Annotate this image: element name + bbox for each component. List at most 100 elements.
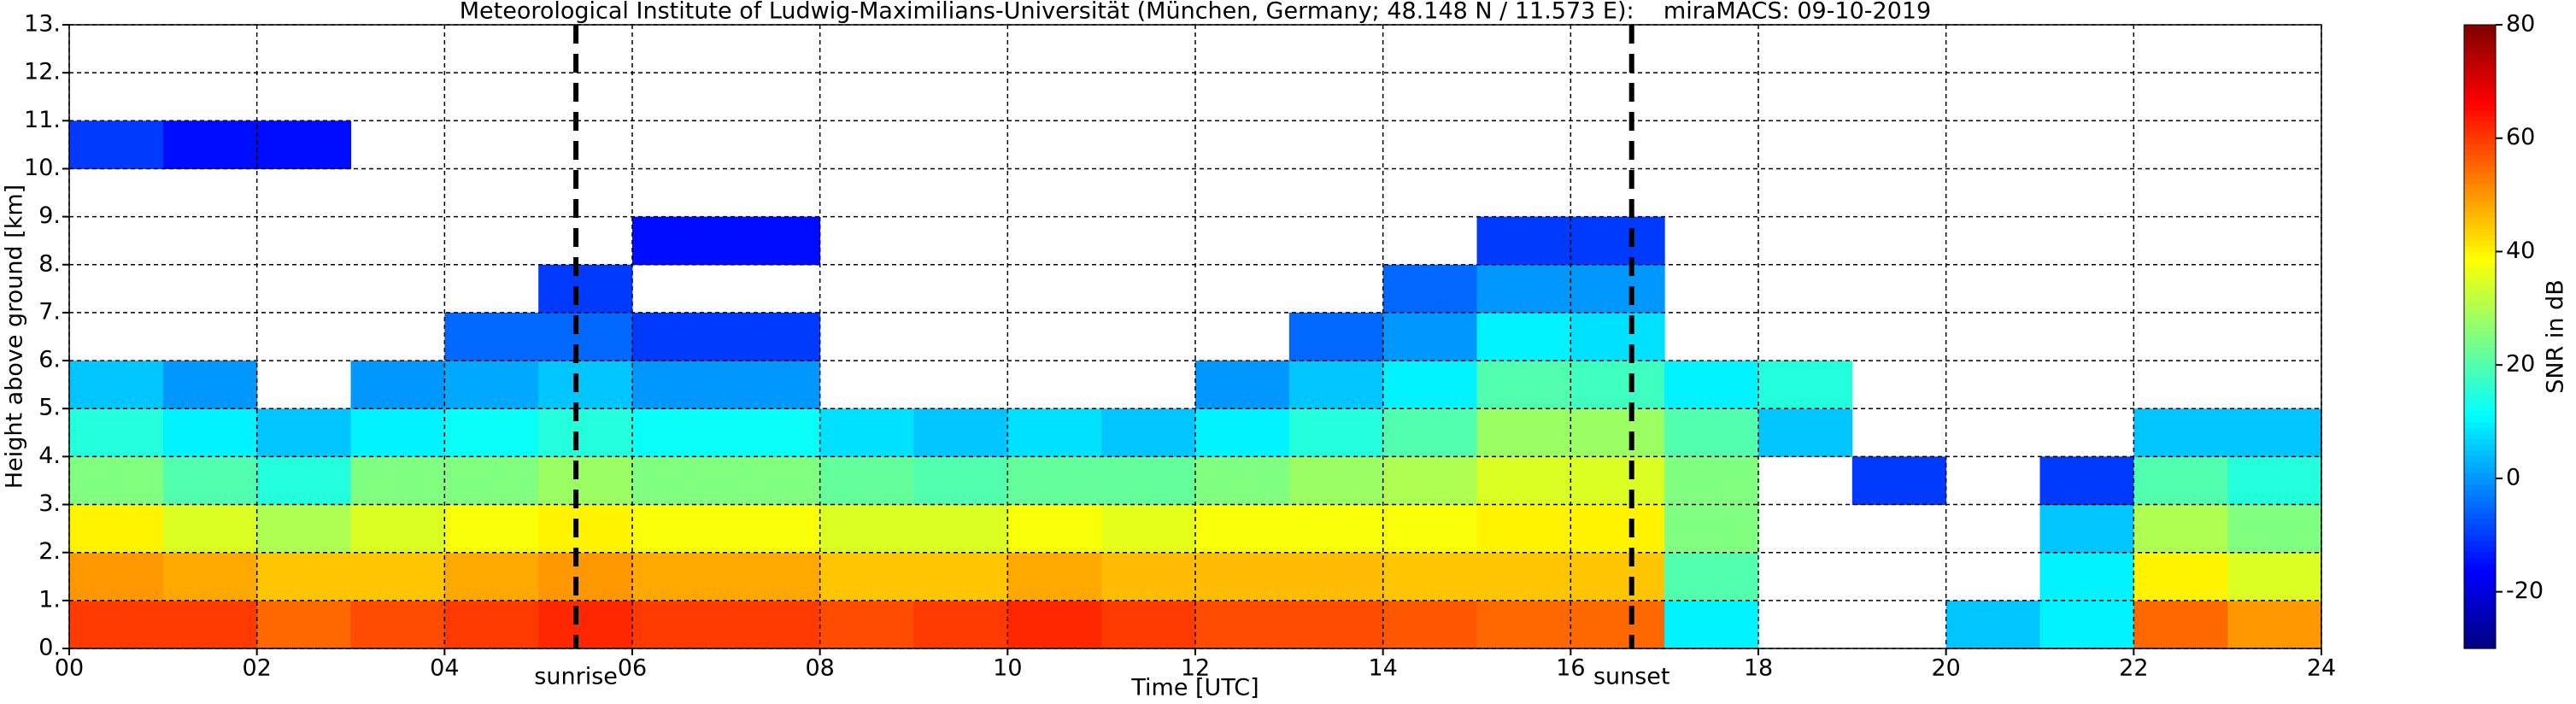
colorbar-segment — [2464, 308, 2496, 315]
snr-cell — [632, 456, 727, 506]
snr-cell — [1007, 552, 1102, 601]
plot-frame — [68, 24, 2322, 649]
snr-cell — [2039, 504, 2134, 554]
snr-cell — [444, 456, 539, 506]
colorbar-segment — [2464, 302, 2496, 309]
colorbar-segment — [2464, 353, 2496, 361]
colorbar-segment — [2464, 563, 2496, 570]
colorbar-segment — [2464, 529, 2496, 536]
colorbar-segment — [2464, 438, 2496, 445]
snr-cell — [69, 120, 164, 169]
snr-cell — [1476, 312, 1571, 361]
colorbar-segment — [2464, 404, 2496, 411]
snr-cell — [1476, 408, 1571, 457]
colorbar-frame — [2463, 24, 2497, 649]
colorbar-segment — [2464, 637, 2496, 643]
x-tick-label: 04 — [430, 655, 459, 682]
snr-cell — [725, 361, 821, 409]
snr-cell — [162, 120, 258, 169]
snr-cell — [1476, 504, 1571, 554]
snr-cell — [2039, 552, 2134, 601]
colorbar-segment — [2464, 251, 2496, 258]
snr-cell — [1195, 361, 1290, 409]
colorbar-segment — [2464, 348, 2496, 355]
snr-cell — [1664, 600, 1759, 649]
snr-cell — [1476, 361, 1571, 409]
snr-cell — [819, 408, 914, 457]
snr-cell — [256, 456, 351, 506]
snr-cell — [1195, 504, 1290, 554]
snr-cell — [1758, 408, 1853, 457]
snr-cell — [1570, 216, 1665, 266]
snr-cell — [256, 600, 351, 649]
snr-cell — [1570, 552, 1665, 601]
colorbar-segment — [2464, 393, 2496, 400]
colorbar-segment — [2464, 495, 2496, 502]
snr-cell — [2133, 456, 2228, 506]
snr-cell — [2227, 552, 2322, 601]
y-tick-label: 13. — [24, 11, 61, 38]
snr-cell — [819, 456, 914, 506]
y-tick-label: 1. — [38, 586, 61, 613]
snr-cell — [2227, 408, 2322, 457]
x-tick-label: 22 — [2119, 655, 2148, 682]
colorbar-segment — [2464, 223, 2496, 230]
snr-cell — [1570, 264, 1665, 314]
snr-cell — [538, 312, 633, 361]
colorbar-tick-label: -20 — [2506, 578, 2544, 604]
x-axis-label: Time [UTC] — [1130, 675, 1259, 701]
colorbar-tick-label: 60 — [2506, 124, 2535, 150]
snr-cell — [538, 361, 633, 409]
snr-cell — [1570, 312, 1665, 361]
snr-cell — [162, 361, 258, 409]
colorbar-segment — [2464, 41, 2496, 49]
x-tick-label: 18 — [1744, 655, 1773, 682]
snr-cell — [69, 504, 164, 554]
colorbar-segment — [2464, 518, 2496, 525]
snr-cell — [444, 312, 539, 361]
colorbar-segment — [2464, 540, 2496, 548]
snr-cell — [538, 552, 633, 601]
colorbar-segment — [2464, 245, 2496, 253]
colorbar-segment — [2464, 103, 2496, 111]
snr-cell — [69, 552, 164, 601]
colorbar-segment — [2464, 234, 2496, 241]
snr-cell — [725, 504, 821, 554]
colorbar-segment — [2464, 524, 2496, 531]
colorbar-segment — [2464, 376, 2496, 383]
snr-cell — [632, 361, 727, 409]
y-tick-label: 7. — [38, 298, 61, 325]
colorbar-segment — [2464, 53, 2496, 60]
snr-cell — [1101, 456, 1196, 506]
snr-cell — [1288, 504, 1384, 554]
snr-cell — [538, 504, 633, 554]
colorbar-segment — [2464, 546, 2496, 553]
snr-cell — [1664, 504, 1759, 554]
snr-cell — [1101, 504, 1196, 554]
snr-cell — [2133, 552, 2228, 601]
snr-cell — [1382, 312, 1477, 361]
colorbar-segment — [2464, 619, 2496, 627]
colorbar-segment — [2464, 591, 2496, 598]
snr-cell — [913, 504, 1008, 554]
snr-cell — [1476, 216, 1571, 266]
colorbar-segment — [2464, 257, 2496, 264]
snr-cell — [350, 408, 445, 457]
colorbar-segment — [2464, 212, 2496, 219]
snr-cell — [1476, 264, 1571, 314]
colorbar-segment — [2464, 217, 2496, 224]
colorbar-label: SNR in dB — [2543, 279, 2569, 394]
snr-cell — [538, 600, 633, 649]
snr-cell — [2039, 600, 2134, 649]
colorbar-segment — [2464, 314, 2496, 320]
snr-cell — [819, 504, 914, 554]
snr-cell — [1570, 600, 1665, 649]
colorbar-segment — [2464, 81, 2496, 88]
colorbar-segment — [2464, 359, 2496, 366]
snr-cell — [1195, 552, 1290, 601]
snr-cell — [819, 552, 914, 601]
snr-cell — [1382, 552, 1477, 601]
snr-cell — [632, 312, 727, 361]
colorbar-segment — [2464, 161, 2496, 167]
